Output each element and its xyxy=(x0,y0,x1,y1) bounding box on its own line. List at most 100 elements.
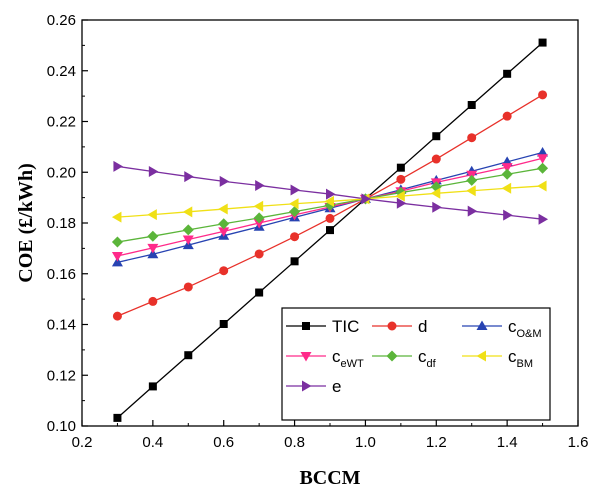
legend-label-main: c xyxy=(332,347,341,366)
data-point xyxy=(147,248,159,259)
data-point xyxy=(183,282,193,292)
x-tick-label: 0.2 xyxy=(72,434,93,451)
data-point xyxy=(182,206,193,218)
legend-marker xyxy=(476,320,488,330)
data-point xyxy=(537,146,549,157)
x-tick-label: 0.4 xyxy=(142,434,163,451)
data-point xyxy=(112,311,122,321)
legend-marker xyxy=(387,321,397,331)
y-tick-label: 0.14 xyxy=(47,317,76,334)
x-tick-label: 1.2 xyxy=(426,434,447,451)
data-point xyxy=(431,154,441,164)
data-point xyxy=(182,224,194,236)
y-tick-label: 0.10 xyxy=(47,418,76,435)
legend-label-subscript: O&M xyxy=(517,328,542,340)
series-markers-cBM xyxy=(111,180,547,223)
data-point xyxy=(111,211,122,223)
data-point xyxy=(218,218,230,230)
y-tick-label: 0.24 xyxy=(47,63,76,80)
legend-item: cO&M xyxy=(462,317,542,340)
x-tick-label: 1.6 xyxy=(568,434,589,451)
legend-label-main: c xyxy=(508,347,517,366)
data-point xyxy=(111,256,123,267)
data-point xyxy=(148,165,159,177)
data-point xyxy=(538,38,547,47)
legend-marker xyxy=(302,380,312,392)
legend-label: d xyxy=(418,317,427,336)
data-point xyxy=(113,160,123,172)
data-point xyxy=(113,413,122,422)
legend-label-main: e xyxy=(332,377,341,396)
legend-label-subscript: eWT xyxy=(341,358,365,370)
legend-item: d xyxy=(372,317,427,336)
series-layer xyxy=(111,38,549,422)
legend-marker xyxy=(476,350,486,362)
data-point xyxy=(396,197,407,209)
data-point xyxy=(111,236,123,248)
data-point xyxy=(502,111,512,121)
data-point xyxy=(467,133,477,143)
data-point xyxy=(289,198,299,210)
data-point xyxy=(255,288,264,297)
x-tick-label: 1.0 xyxy=(355,434,376,451)
data-point xyxy=(218,227,230,237)
data-point xyxy=(289,206,301,218)
data-point xyxy=(466,185,476,197)
y-tick-label: 0.20 xyxy=(47,164,76,181)
data-point xyxy=(501,168,513,180)
legend-marker xyxy=(386,350,398,362)
data-point xyxy=(503,69,512,78)
data-point xyxy=(432,132,441,141)
legend-label: cdf xyxy=(418,347,437,370)
y-tick-label: 0.12 xyxy=(47,367,76,384)
data-point xyxy=(290,232,300,242)
legend-item: ceWT xyxy=(286,347,364,370)
data-point xyxy=(184,171,194,183)
data-point xyxy=(467,205,478,217)
x-tick-label: 0.6 xyxy=(213,434,234,451)
y-tick-label: 0.26 xyxy=(47,12,76,29)
legend-marker xyxy=(300,352,312,362)
data-point xyxy=(218,203,228,215)
data-point xyxy=(537,162,549,174)
data-point xyxy=(253,219,265,229)
legend-item: cdf xyxy=(372,347,437,370)
data-point xyxy=(182,235,194,245)
legend-box xyxy=(281,307,551,421)
data-point xyxy=(432,201,442,213)
data-point xyxy=(219,319,228,328)
x-tick-label: 0.8 xyxy=(284,434,305,451)
data-point xyxy=(466,174,478,186)
x-tick-label: 1.4 xyxy=(497,434,518,451)
data-point xyxy=(361,193,371,205)
data-point xyxy=(148,296,158,306)
data-point xyxy=(326,188,336,200)
data-point xyxy=(254,249,264,259)
series-markers-e xyxy=(113,160,549,225)
data-point xyxy=(430,187,441,199)
legend-marker xyxy=(302,322,310,330)
data-point xyxy=(290,184,301,196)
data-point xyxy=(396,174,406,184)
data-point xyxy=(325,213,335,223)
data-point xyxy=(148,382,157,391)
legend-item: cBM xyxy=(462,347,533,370)
data-point xyxy=(395,190,405,202)
legend-label: cBM xyxy=(508,347,533,370)
legend-label-subscript: BM xyxy=(517,358,534,370)
legend-label: e xyxy=(332,377,341,396)
tick-layer: 0.2 0.4 0.6 0.8 1.0 1.2 1.4 1.6 0.10 0.12 0.14 0.16… xyxy=(47,12,589,451)
data-point xyxy=(219,175,230,187)
data-point xyxy=(538,213,549,225)
legend-label-subscript: df xyxy=(427,358,437,370)
data-point xyxy=(147,209,157,221)
data-point xyxy=(147,243,159,254)
legend-label: TIC xyxy=(332,317,359,336)
data-point xyxy=(147,230,159,242)
data-point xyxy=(538,90,548,100)
data-point xyxy=(253,212,265,224)
x-axis-title: BCCM xyxy=(299,467,360,488)
legend-label: ceWT xyxy=(332,347,364,370)
data-point xyxy=(396,163,405,172)
